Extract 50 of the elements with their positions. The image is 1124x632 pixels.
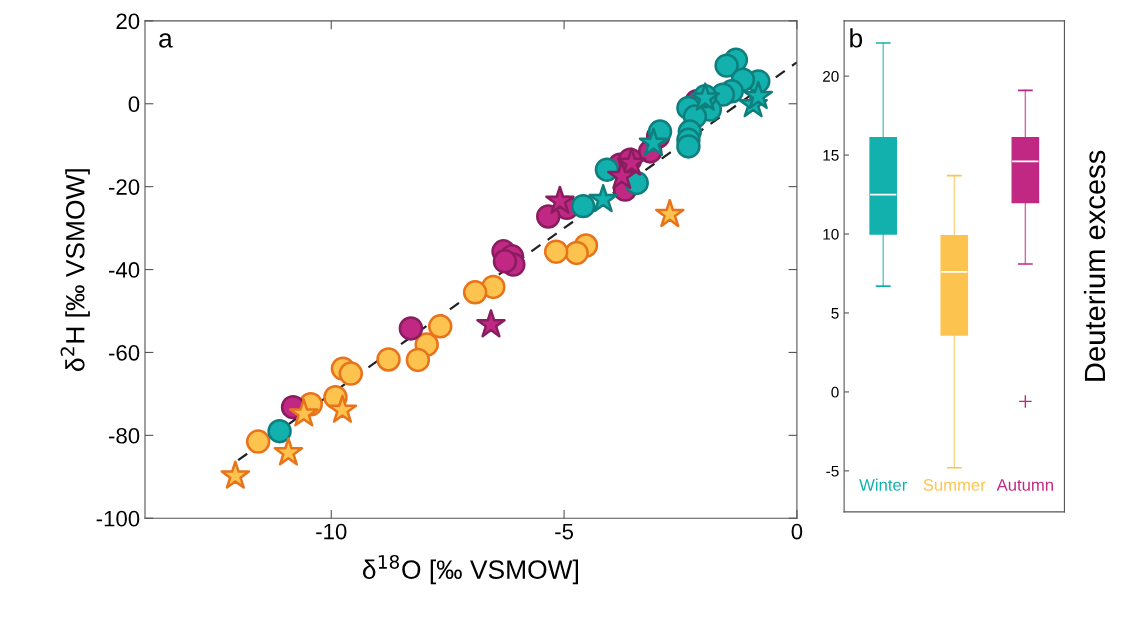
x-tick-label: Winter [859,478,908,491]
y-tick-label: -5 [826,465,839,477]
point [570,193,596,219]
point [267,418,292,444]
point [676,134,701,159]
y-tick-label: 0 [128,96,140,113]
point [462,280,488,305]
point [492,249,518,274]
point [338,361,364,386]
x-tick-label: -5 [555,523,574,540]
point [327,394,358,423]
point [607,160,637,190]
point [638,127,669,156]
x-tick-label: Summer [923,479,986,491]
x-tick-label: -10 [316,523,347,540]
y-tick-label: -20 [109,179,140,195]
y-tick-label: 15 [823,150,839,161]
point [245,429,271,454]
y-tick-label: -80 [109,427,140,444]
point [564,240,589,266]
point [588,184,618,213]
point [655,198,685,228]
x-axis-title: δ$^{18}$O [‰ VSMOW] [362,554,578,585]
point [743,80,774,110]
y-tick-label: -40 [109,262,140,278]
point [476,309,506,338]
x-tick-label: Autumn [996,479,1053,491]
point [398,316,424,341]
point [220,460,251,489]
annotation: a [159,33,173,48]
point [714,53,739,78]
y-tick-label: 20 [116,13,140,30]
y-tick-label: 20 [823,70,839,82]
x-tick-label: 0 [791,523,803,540]
point [543,239,569,264]
point [427,314,453,339]
y-tick-label: -100 [96,510,140,527]
point [289,398,319,427]
y-axis-title: δ$^{2}$H [‰ VSMOW] [60,169,90,371]
y-tick-label: -60 [109,344,140,361]
point [376,347,401,372]
y-axis-title: Deuterium excess [1083,150,1106,381]
y-tick-label: 5 [831,307,839,319]
y-tick-label: 10 [823,228,839,240]
y-tick-label: 0 [831,386,839,398]
point [405,347,431,373]
point [536,204,561,229]
annotation: b [850,28,863,48]
point [273,437,304,466]
point [545,185,575,214]
